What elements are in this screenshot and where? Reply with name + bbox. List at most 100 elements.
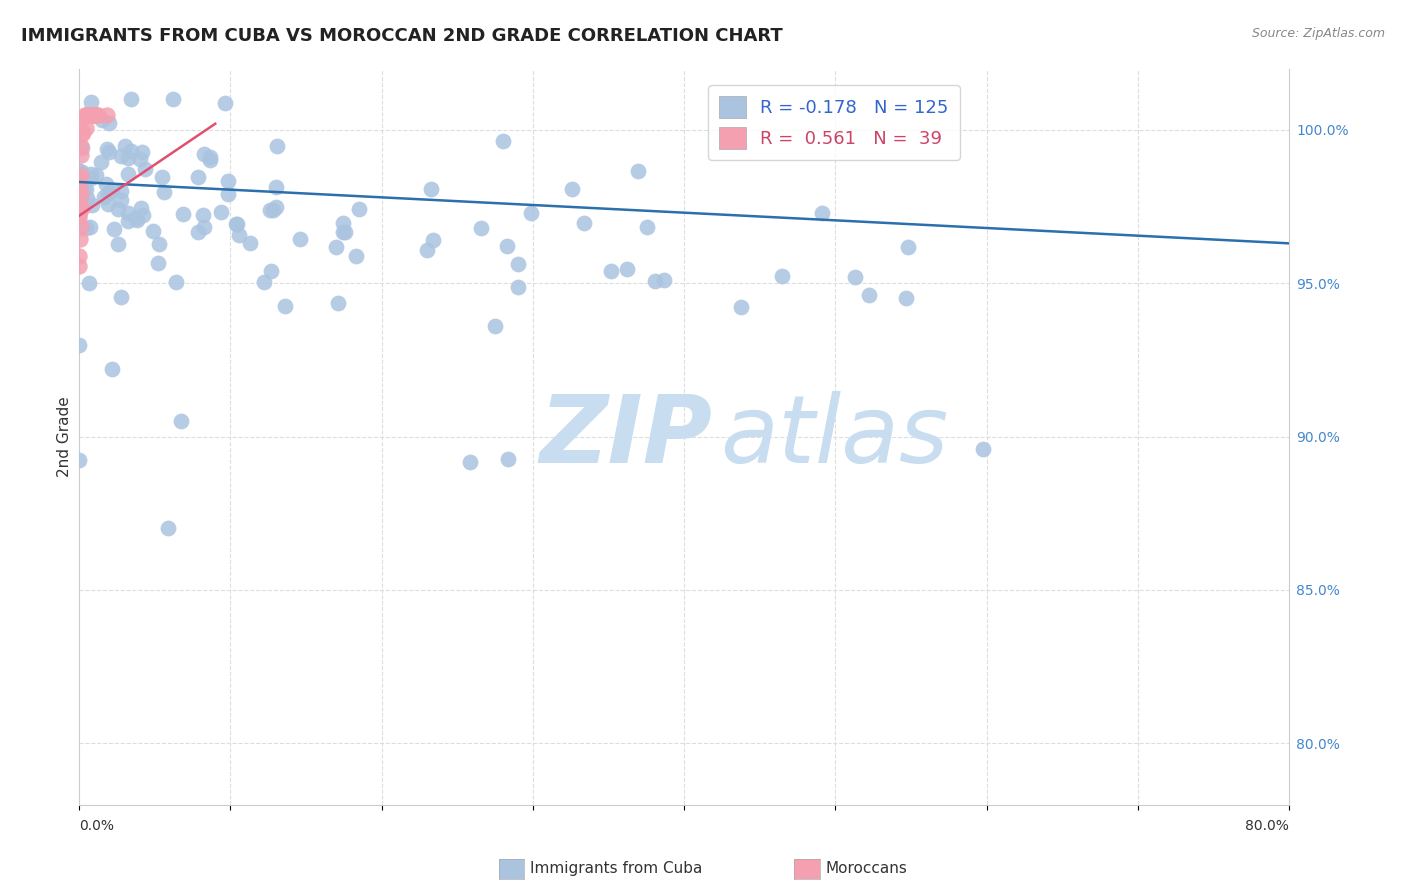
Point <box>492 134 515 148</box>
Point <box>274 299 297 313</box>
Point <box>70 174 93 188</box>
Point <box>72 124 94 138</box>
Point <box>96 177 118 191</box>
Point <box>69 183 91 197</box>
Point <box>75 121 97 136</box>
Point <box>70 139 93 153</box>
Point <box>117 152 139 166</box>
Point <box>101 182 124 196</box>
Point <box>858 287 880 301</box>
Point <box>67 164 90 178</box>
Point <box>217 187 239 202</box>
Point <box>600 263 623 277</box>
Point <box>165 275 187 289</box>
Point <box>84 169 107 183</box>
Point <box>67 204 90 219</box>
Point <box>79 220 101 235</box>
Point <box>157 521 180 535</box>
Point <box>98 116 121 130</box>
Point <box>67 211 90 225</box>
Point <box>80 107 103 121</box>
Point <box>96 142 118 156</box>
Point <box>266 139 288 153</box>
Point <box>172 207 194 221</box>
Point <box>70 219 93 234</box>
Point <box>148 237 170 252</box>
Legend: R = -0.178   N = 125, R =  0.561   N =  39: R = -0.178 N = 125, R = 0.561 N = 39 <box>709 85 959 160</box>
Point <box>107 237 129 252</box>
Point <box>520 206 543 220</box>
Point <box>146 255 169 269</box>
Point <box>69 200 91 214</box>
Point <box>72 112 94 126</box>
Point <box>110 193 132 207</box>
Point <box>75 182 97 196</box>
Point <box>67 183 90 197</box>
Point <box>125 212 148 227</box>
Point <box>96 107 118 121</box>
Point <box>636 219 658 234</box>
Point <box>193 146 215 161</box>
Text: atlas: atlas <box>720 391 949 482</box>
Point <box>344 249 367 263</box>
Point <box>187 169 209 184</box>
Point <box>894 291 917 305</box>
Point <box>770 268 793 283</box>
Point <box>332 216 354 230</box>
Point <box>131 145 153 160</box>
Point <box>266 200 288 214</box>
Point <box>209 205 232 219</box>
Point <box>117 206 139 220</box>
Point <box>228 228 250 243</box>
Point <box>83 107 105 121</box>
Point <box>162 92 184 106</box>
Point <box>730 300 752 314</box>
Point <box>107 202 129 216</box>
Point <box>75 173 97 187</box>
Point <box>328 296 350 310</box>
Point <box>80 198 103 212</box>
Point <box>67 207 90 221</box>
Point <box>347 202 370 217</box>
Point <box>110 148 132 162</box>
Point <box>72 165 94 179</box>
Point <box>97 197 120 211</box>
Point <box>97 186 120 201</box>
Point <box>82 107 104 121</box>
Point <box>132 208 155 222</box>
Point <box>77 276 100 290</box>
Point <box>120 145 142 159</box>
Point <box>214 96 236 111</box>
Point <box>644 274 666 288</box>
Point <box>120 92 142 106</box>
Point <box>103 221 125 235</box>
Point <box>335 225 357 239</box>
Point <box>114 138 136 153</box>
Point <box>82 107 104 121</box>
Point <box>67 177 90 191</box>
Point <box>508 279 530 293</box>
Point <box>193 208 215 222</box>
Point <box>79 107 101 121</box>
Point <box>77 107 100 121</box>
Point <box>117 167 139 181</box>
Point <box>69 201 91 215</box>
Point <box>152 185 174 199</box>
Point <box>332 225 354 239</box>
Point <box>70 147 93 161</box>
Point <box>616 262 638 277</box>
Point <box>484 318 506 333</box>
Point <box>225 217 247 231</box>
Point <box>70 168 93 182</box>
Point <box>198 150 221 164</box>
Point <box>67 452 90 467</box>
Point <box>495 238 517 252</box>
Point <box>67 249 90 263</box>
Point <box>844 269 866 284</box>
Point <box>187 225 209 239</box>
Text: Immigrants from Cuba: Immigrants from Cuba <box>530 862 703 876</box>
Point <box>260 263 283 277</box>
Point <box>70 187 93 202</box>
Point <box>627 164 650 178</box>
Text: ZIP: ZIP <box>538 391 711 483</box>
